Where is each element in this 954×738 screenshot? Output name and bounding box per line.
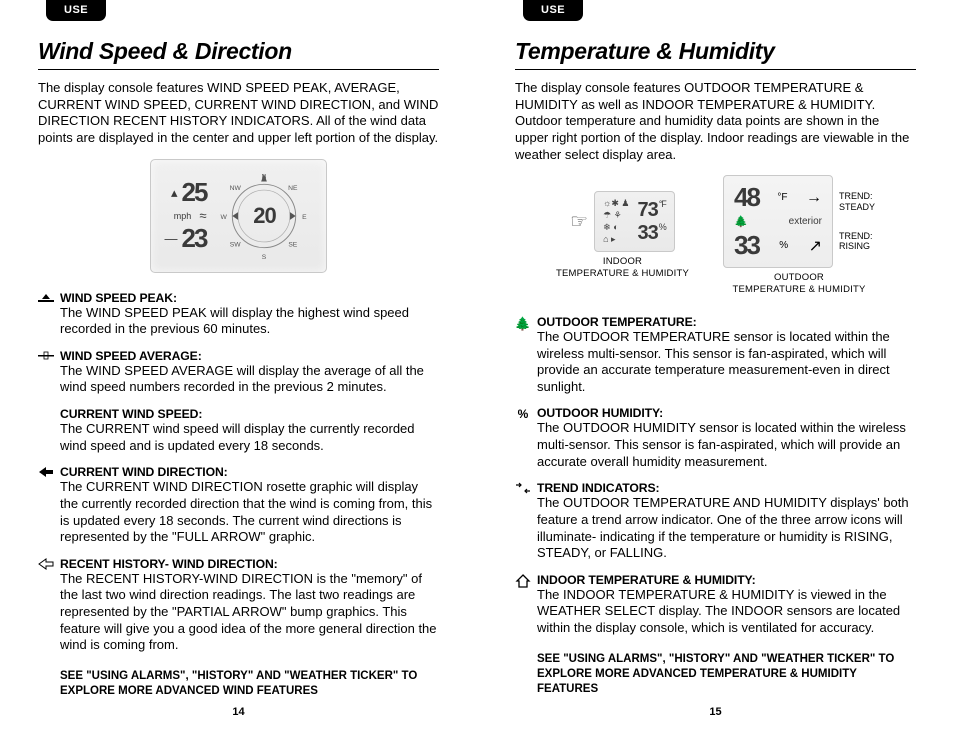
center-value: 20 bbox=[253, 203, 275, 229]
def-item: RECENT HISTORY- WIND DIRECTION: The RECE… bbox=[38, 557, 439, 654]
svg-text:SW: SW bbox=[230, 241, 241, 248]
svg-text:NW: NW bbox=[230, 185, 242, 192]
def-title: WIND SPEED PEAK: bbox=[60, 291, 439, 305]
def-title: OUTDOOR HUMIDITY: bbox=[537, 406, 916, 420]
rule bbox=[38, 69, 439, 70]
page-number: 14 bbox=[38, 706, 439, 718]
footnote: SEE "USING ALARMS", "HISTORY" AND "WEATH… bbox=[38, 669, 439, 699]
def-body: The OUTDOOR HUMIDITY sensor is located w… bbox=[537, 420, 916, 470]
svg-text:W: W bbox=[221, 213, 228, 220]
def-item: % OUTDOOR HUMIDITY: The OUTDOOR HUMIDITY… bbox=[515, 406, 916, 470]
percent-icon: % bbox=[513, 407, 533, 421]
svg-text:NE: NE bbox=[289, 185, 299, 192]
trend-arrows-icon bbox=[513, 482, 533, 497]
footnote: SEE "USING ALARMS", "HISTORY" AND "WEATH… bbox=[515, 652, 916, 697]
page-title: Temperature & Humidity bbox=[515, 38, 916, 65]
indoor-temp: 73 bbox=[637, 199, 657, 222]
intro-text: The display console features WIND SPEED … bbox=[38, 80, 439, 147]
outdoor-hum-unit: % bbox=[779, 240, 788, 251]
section-tab: USE bbox=[523, 0, 583, 21]
outdoor-caption: OUTDOOR TEMPERATURE & HUMIDITY bbox=[733, 272, 866, 295]
peak-def-icon bbox=[36, 292, 56, 306]
partial-arrow-icon bbox=[36, 558, 56, 573]
def-body: The CURRENT wind speed will display the … bbox=[60, 421, 439, 454]
svg-text:S: S bbox=[262, 254, 267, 261]
def-item: WIND SPEED PEAK: The WIND SPEED PEAK wil… bbox=[38, 291, 439, 338]
compass-rosette: N NE E SE S SW W NW 20 bbox=[216, 168, 312, 264]
wind-figure: ▴25 mph≈ —23 N NE E SE S SW bbox=[38, 159, 439, 273]
avg-def-icon bbox=[36, 350, 56, 364]
def-title: OUTDOOR TEMPERATURE: bbox=[537, 315, 916, 329]
def-body: The WIND SPEED PEAK will display the hig… bbox=[60, 305, 439, 338]
tree-icon: 🌲 bbox=[513, 316, 533, 332]
indoor-display-box: ☼✱ ♟☂ ⚘❄ ◐⌂ ▸ 73°F 33% bbox=[594, 191, 675, 252]
def-body: The WIND SPEED AVERAGE will display the … bbox=[60, 363, 439, 396]
page-left: USE Wind Speed & Direction The display c… bbox=[0, 0, 477, 738]
def-title: CURRENT WIND SPEED: bbox=[60, 407, 439, 421]
outdoor-hum: 33 bbox=[734, 230, 759, 261]
def-item: CURRENT WIND DIRECTION: The CURRENT WIND… bbox=[38, 465, 439, 546]
def-title: WIND SPEED AVERAGE: bbox=[60, 349, 439, 363]
peak-value: 25 bbox=[182, 177, 207, 208]
indoor-caption: INDOOR TEMPERATURE & HUMIDITY bbox=[556, 256, 689, 279]
outdoor-figure: 48 °F → 🌲 exterior 33% ↗ TREND: STEADY TREND… bbox=[723, 175, 875, 295]
outdoor-temp-unit: °F bbox=[777, 192, 787, 203]
weather-select-icons: ☼✱ ♟☂ ⚘❄ ◐⌂ ▸ bbox=[603, 198, 629, 245]
def-item: WIND SPEED AVERAGE: The WIND SPEED AVERA… bbox=[38, 349, 439, 396]
indoor-temp-unit: °F bbox=[659, 199, 666, 209]
def-body: The INDOOR TEMPERATURE & HUMIDITY is vie… bbox=[537, 587, 916, 637]
page-right: USE Temperature & Humidity The display c… bbox=[477, 0, 954, 738]
exterior-label: exterior bbox=[789, 216, 822, 227]
def-body: The OUTDOOR TEMPERATURE sensor is locate… bbox=[537, 329, 916, 396]
hand-icon: ☞ bbox=[570, 209, 588, 234]
def-title: TREND INDICATORS: bbox=[537, 481, 916, 495]
def-item: CURRENT WIND SPEED: The CURRENT wind spe… bbox=[38, 407, 439, 454]
def-body: The RECENT HISTORY-WIND DIRECTION is the… bbox=[60, 571, 439, 654]
definitions: 🌲 OUTDOOR TEMPERATURE: The OUTDOOR TEMPE… bbox=[515, 315, 916, 648]
svg-text:SE: SE bbox=[289, 241, 298, 248]
indoor-hum-unit: % bbox=[659, 222, 666, 232]
trend-rising-icon: ↗ bbox=[809, 236, 822, 256]
def-title: CURRENT WIND DIRECTION: bbox=[60, 465, 439, 479]
page-number: 15 bbox=[515, 706, 916, 718]
rule bbox=[515, 69, 916, 70]
def-item: TREND INDICATORS: The OUTDOOR TEMPERATUR… bbox=[515, 481, 916, 562]
outdoor-temp: 48 bbox=[734, 182, 759, 213]
outdoor-display-box: 48 °F → 🌲 exterior 33% ↗ bbox=[723, 175, 833, 268]
avg-value: 23 bbox=[182, 223, 207, 254]
svg-text:E: E bbox=[303, 213, 308, 220]
unit-label: mph bbox=[174, 211, 192, 221]
intro-text: The display console features OUTDOOR TEM… bbox=[515, 80, 916, 163]
house-icon bbox=[513, 574, 533, 591]
indoor-hum: 33 bbox=[637, 222, 657, 245]
temp-hum-figure: ☞ ☼✱ ♟☂ ⚘❄ ◐⌂ ▸ 73°F 33% INDOOR TEMPERAT… bbox=[515, 175, 916, 295]
trend-steady-icon: → bbox=[806, 189, 822, 207]
def-title: INDOOR TEMPERATURE & HUMIDITY: bbox=[537, 573, 916, 587]
wind-display-box: ▴25 mph≈ —23 N NE E SE S SW bbox=[150, 159, 328, 273]
trend-label-rising: TREND: RISING bbox=[839, 231, 875, 253]
def-title: RECENT HISTORY- WIND DIRECTION: bbox=[60, 557, 439, 571]
tree-icon: 🌲 bbox=[734, 215, 748, 228]
full-arrow-icon bbox=[36, 466, 56, 481]
indoor-figure: ☞ ☼✱ ♟☂ ⚘❄ ◐⌂ ▸ 73°F 33% INDOOR TEMPERAT… bbox=[556, 191, 689, 279]
peak-icon: ▴ bbox=[171, 185, 178, 201]
def-body: The CURRENT WIND DIRECTION rosette graph… bbox=[60, 479, 439, 546]
page-title: Wind Speed & Direction bbox=[38, 38, 439, 65]
trend-label-steady: TREND: STEADY bbox=[839, 191, 875, 213]
def-item: 🌲 OUTDOOR TEMPERATURE: The OUTDOOR TEMPE… bbox=[515, 315, 916, 396]
def-item: INDOOR TEMPERATURE & HUMIDITY: The INDOO… bbox=[515, 573, 916, 637]
avg-icon: — bbox=[165, 231, 178, 246]
wind-icon: ≈ bbox=[199, 208, 206, 223]
definitions: WIND SPEED PEAK: The WIND SPEED PEAK wil… bbox=[38, 291, 439, 665]
def-body: The OUTDOOR TEMPERATURE AND HUMIDITY dis… bbox=[537, 495, 916, 562]
section-tab: USE bbox=[46, 0, 106, 21]
